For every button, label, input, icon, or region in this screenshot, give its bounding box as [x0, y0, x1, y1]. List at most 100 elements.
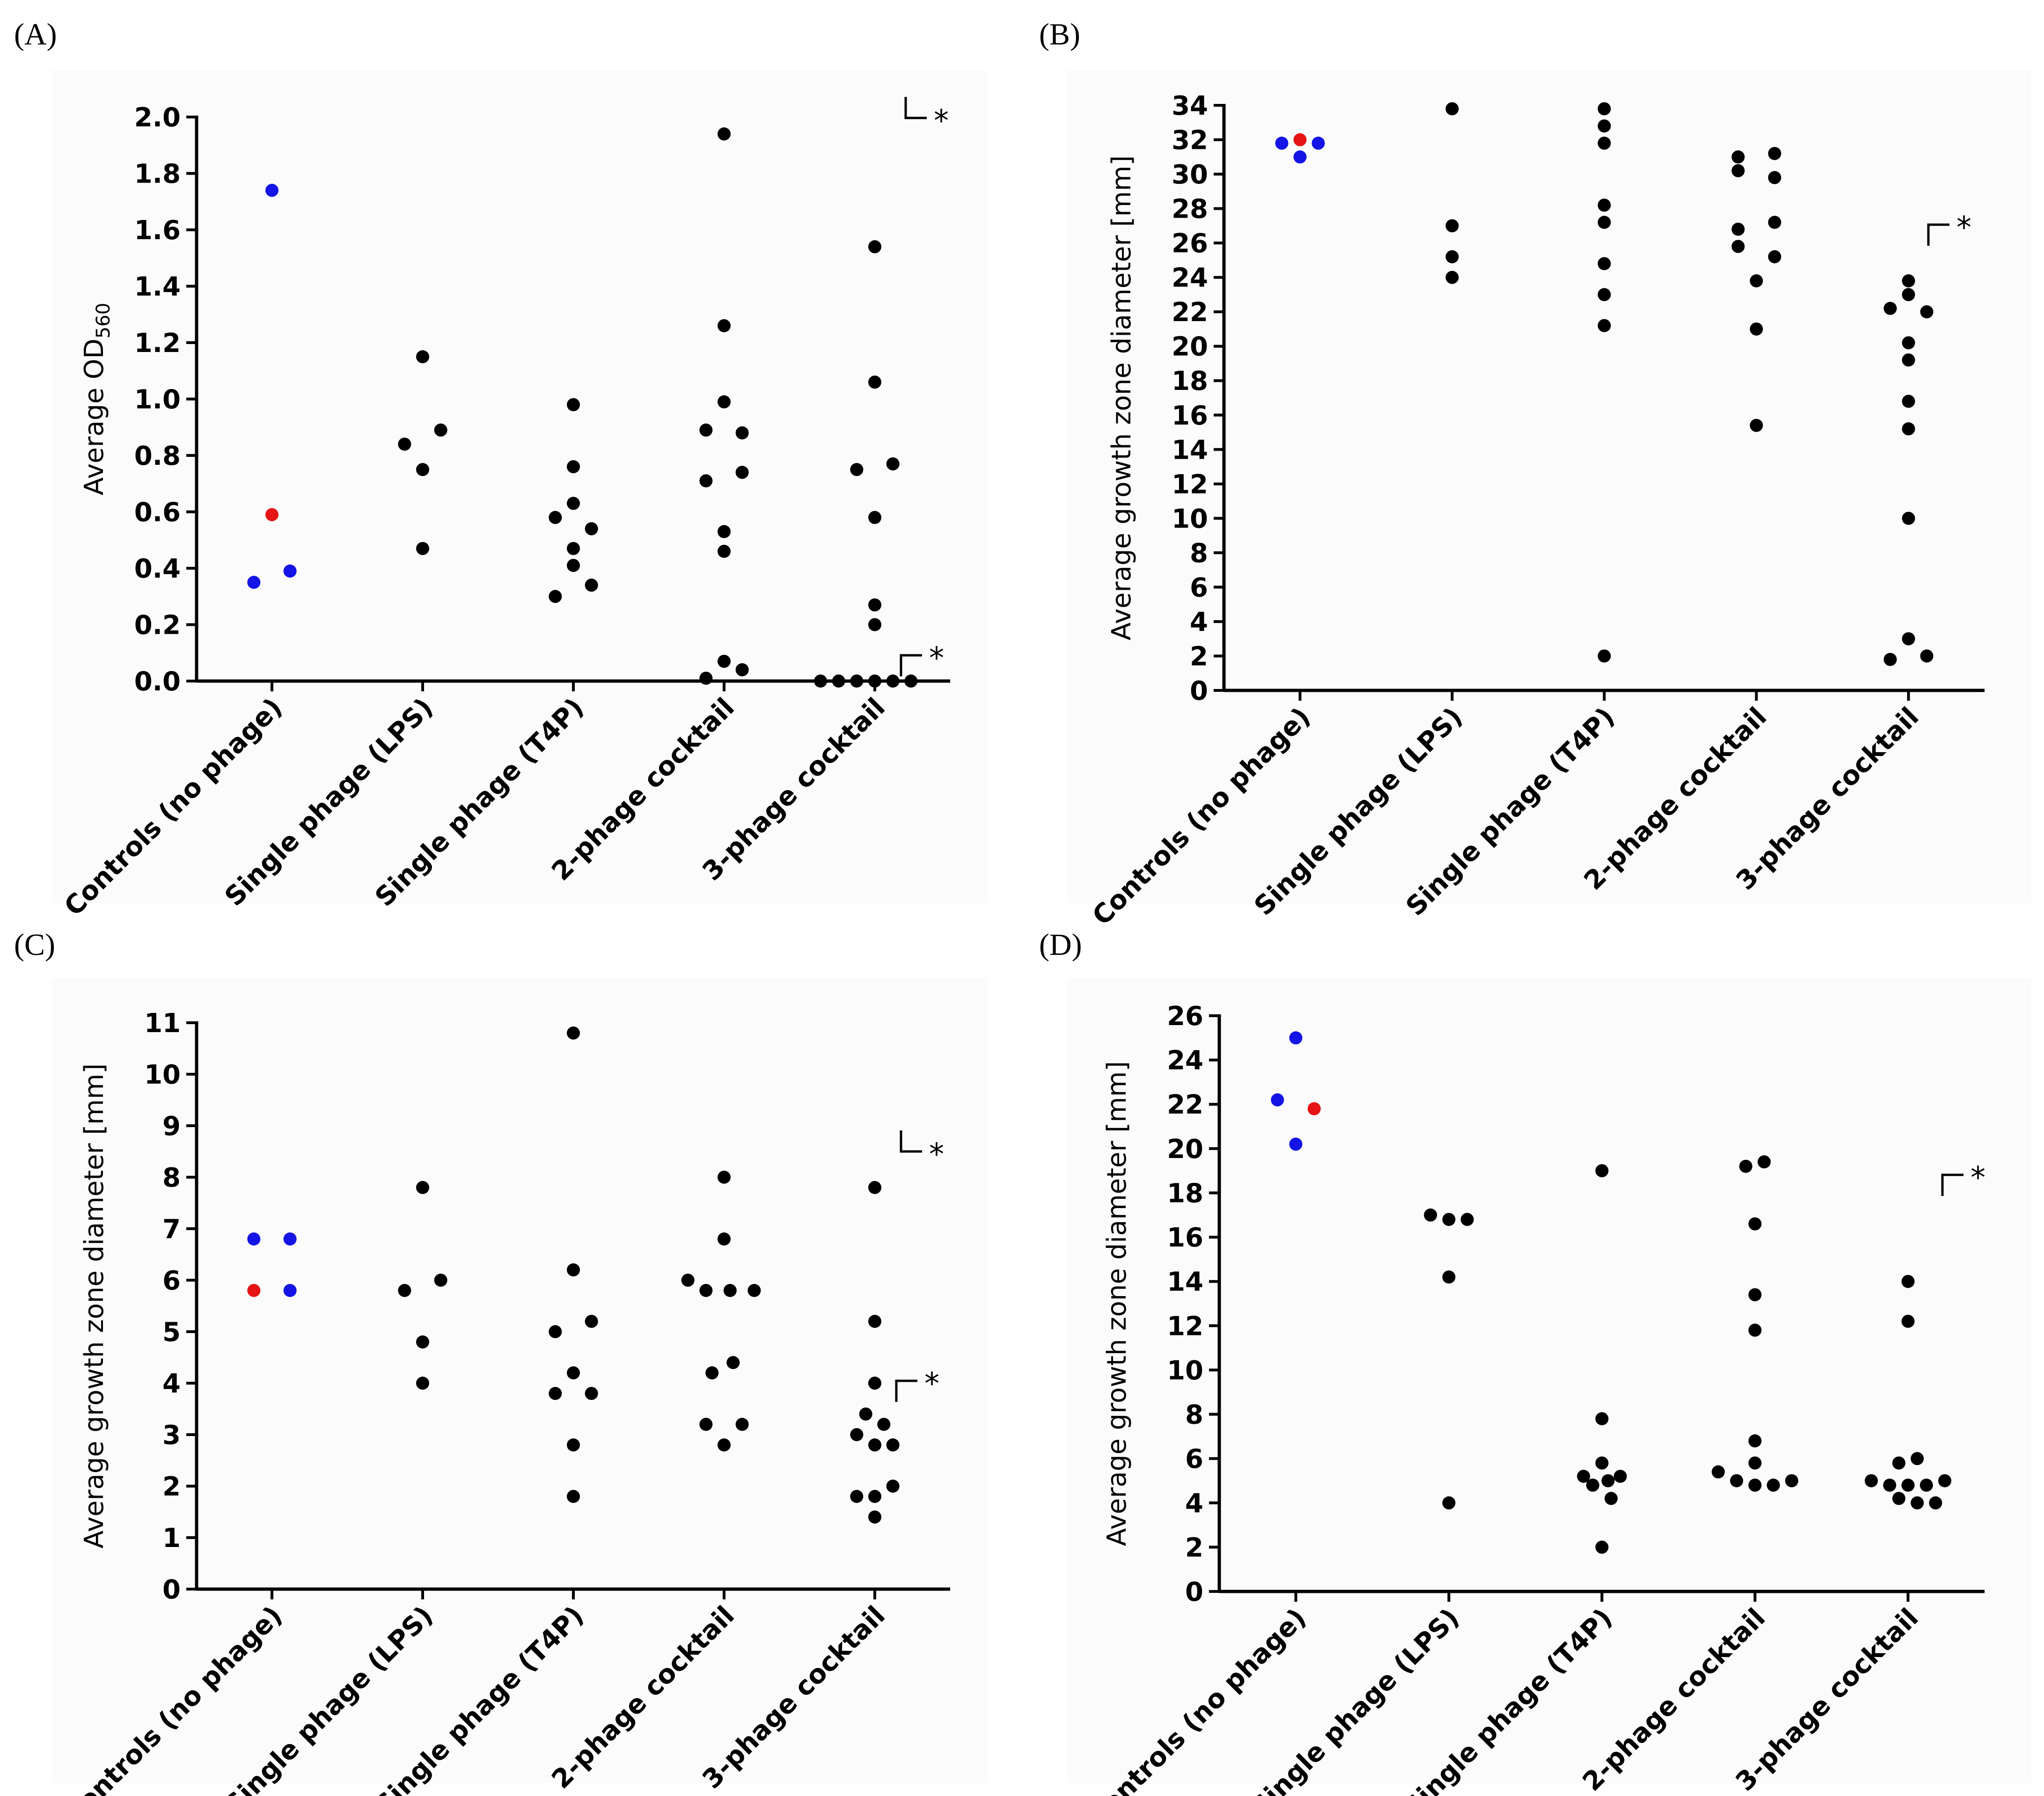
y-tick-label: 4 — [1185, 1488, 1203, 1519]
significance-marker: * — [1927, 211, 1971, 246]
y-tick-label: 0 — [1190, 676, 1208, 706]
significance-star: * — [934, 104, 949, 139]
data-point — [868, 375, 881, 389]
y-tick-label: 18 — [1167, 1178, 1203, 1209]
significance-bracket — [900, 654, 922, 676]
data-point — [1883, 652, 1897, 666]
data-point — [549, 590, 562, 603]
data-point — [1902, 422, 1915, 436]
data-point — [549, 1325, 562, 1338]
data-point — [1311, 136, 1325, 150]
chart-panel-2: (B)0246810121416182022242628303234Contro… — [1039, 17, 2031, 931]
y-tick-label: 0.0 — [134, 667, 181, 697]
data-point — [850, 674, 864, 688]
y-tick-label: 8 — [162, 1163, 181, 1193]
data-point — [1586, 1478, 1599, 1492]
data-point — [1748, 1456, 1762, 1470]
data-point — [567, 558, 580, 572]
data-point — [1902, 512, 1915, 525]
data-point — [1748, 1434, 1762, 1448]
data-point — [1595, 1456, 1609, 1470]
data-point — [549, 1387, 562, 1400]
data-point — [699, 1284, 713, 1297]
data-point — [247, 1284, 261, 1297]
data-point — [1597, 102, 1611, 116]
panel-letter: (B) — [1039, 17, 1080, 51]
significance-bracket — [1927, 223, 1949, 246]
y-axis-label: Average growth zone diameter [mm] — [1106, 155, 1137, 640]
data-point — [1731, 240, 1745, 253]
data-point — [585, 1387, 598, 1400]
data-point — [1758, 1155, 1771, 1169]
data-point — [434, 423, 447, 437]
y-tick-label: 32 — [1172, 125, 1208, 156]
data-point — [416, 542, 429, 555]
data-point — [868, 618, 881, 631]
y-axis-label: Average growth zone diameter [mm] — [1102, 1061, 1132, 1546]
data-point — [726, 1356, 740, 1369]
data-point — [718, 1171, 731, 1184]
y-tick-label: 7 — [162, 1214, 181, 1245]
y-tick-label: 14 — [1172, 435, 1208, 465]
data-point — [1901, 1275, 1915, 1288]
panel-background — [1067, 70, 2031, 903]
y-tick-label: 16 — [1172, 401, 1208, 431]
data-point — [1901, 1314, 1915, 1328]
data-point — [1938, 1474, 1951, 1488]
y-tick-label: 30 — [1172, 160, 1208, 190]
y-tick-label: 3 — [162, 1420, 181, 1451]
data-point — [1293, 150, 1307, 164]
data-point — [850, 1428, 864, 1441]
y-tick-label: 11 — [144, 1008, 181, 1039]
data-point — [718, 1438, 731, 1451]
data-point — [1289, 1031, 1303, 1045]
data-point — [718, 544, 731, 558]
significance-star: * — [924, 1367, 939, 1401]
data-point — [868, 240, 881, 254]
y-tick-label: 4 — [1190, 607, 1208, 638]
data-point — [1595, 1164, 1609, 1178]
y-tick-label: 14 — [1167, 1267, 1203, 1298]
data-point — [416, 350, 429, 364]
data-point — [1293, 133, 1307, 147]
y-tick-label: 16 — [1167, 1223, 1203, 1253]
data-point — [1712, 1465, 1725, 1479]
significance-bracket — [900, 1130, 922, 1153]
data-point — [1597, 216, 1611, 229]
y-tick-label: 0.2 — [134, 610, 181, 641]
data-point — [1731, 164, 1745, 177]
y-tick-label: 18 — [1172, 366, 1208, 396]
y-tick-label: 1.8 — [134, 159, 181, 190]
panel-letter: (D) — [1039, 928, 1082, 962]
data-point — [1597, 198, 1611, 212]
data-point — [1892, 1492, 1905, 1505]
significance-bracket — [904, 97, 927, 119]
y-tick-label: 26 — [1167, 1001, 1203, 1032]
data-point — [1919, 1478, 1933, 1492]
data-point — [1595, 1412, 1609, 1425]
data-point — [681, 1274, 695, 1287]
data-point — [283, 564, 297, 578]
data-point — [585, 1315, 598, 1328]
y-tick-label: 10 — [144, 1060, 181, 1090]
data-point — [1597, 319, 1611, 332]
y-axis-label-subscript: 560 — [93, 303, 114, 338]
data-point — [718, 127, 731, 141]
significance-star: * — [929, 1137, 944, 1172]
y-tick-label: 12 — [1172, 469, 1208, 500]
significance-marker: * — [900, 1130, 944, 1172]
data-point — [1766, 1478, 1780, 1492]
data-point — [1902, 353, 1915, 367]
data-point — [1902, 274, 1915, 287]
chart-panel-1: (A)0.00.20.40.60.81.01.21.41.61.82.0Cont… — [14, 17, 988, 922]
y-tick-label: 9 — [162, 1111, 181, 1142]
data-point — [567, 1490, 580, 1503]
data-point — [567, 497, 580, 510]
data-point — [1460, 1213, 1474, 1226]
data-point — [1748, 1217, 1762, 1231]
data-point — [567, 460, 580, 474]
data-point — [283, 1284, 297, 1297]
data-point — [416, 1377, 429, 1390]
data-point — [850, 1490, 864, 1503]
